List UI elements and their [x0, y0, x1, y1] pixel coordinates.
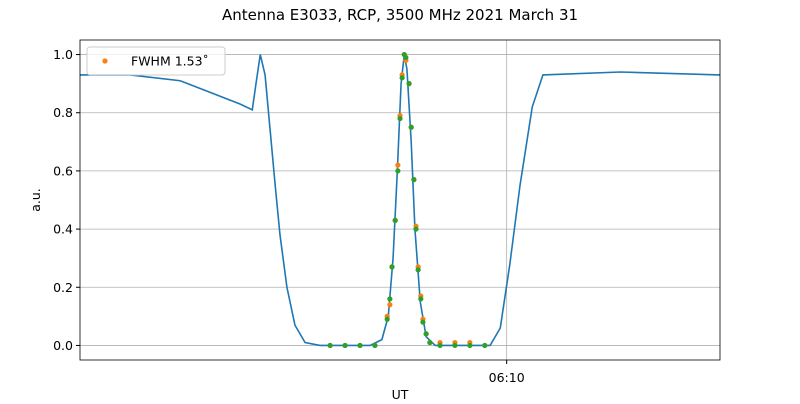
data-point — [415, 267, 421, 273]
legend-label: FWHM 1.53˚ — [131, 54, 209, 69]
legend-marker — [102, 58, 108, 64]
data-point — [411, 177, 417, 183]
data-point — [384, 316, 390, 322]
series-line — [80, 54, 721, 347]
y-tick-label: 0.6 — [53, 163, 73, 178]
x-axis-label: UT — [392, 387, 409, 400]
data-point — [392, 217, 398, 223]
y-tick-label: 0.2 — [53, 280, 73, 295]
data-point — [397, 115, 403, 122]
y-tick-label: 0.4 — [53, 222, 73, 237]
data-point — [387, 296, 393, 302]
data-point — [452, 342, 458, 349]
y-tick-label: 1.0 — [53, 47, 73, 62]
data-point — [423, 331, 429, 337]
data-point — [389, 264, 395, 270]
data-point — [395, 168, 401, 174]
data-point — [395, 162, 401, 168]
data-point — [413, 226, 419, 232]
data-point — [372, 342, 378, 349]
data-point — [420, 319, 426, 325]
data-point — [418, 296, 424, 302]
x-tick-label: 06:10 — [489, 370, 525, 385]
data-point — [437, 342, 443, 349]
data-point — [408, 124, 414, 130]
chart-title: Antenna E3033, RCP, 3500 MHz 2021 March … — [222, 6, 578, 24]
plot-frame — [79, 39, 721, 361]
data-point — [357, 342, 363, 349]
y-tick-label: 0.0 — [53, 338, 73, 353]
data-point — [467, 342, 473, 349]
legend-box — [86, 46, 226, 76]
data-point — [342, 342, 348, 349]
data-point — [387, 302, 393, 308]
data-point — [482, 342, 488, 349]
data-point — [327, 342, 333, 349]
data-point — [427, 339, 433, 346]
y-tick-label: 0.8 — [53, 105, 73, 120]
data-point — [403, 54, 409, 61]
data-point — [399, 75, 405, 81]
y-axis-label: a.u. — [28, 188, 43, 212]
data-point — [406, 81, 412, 87]
